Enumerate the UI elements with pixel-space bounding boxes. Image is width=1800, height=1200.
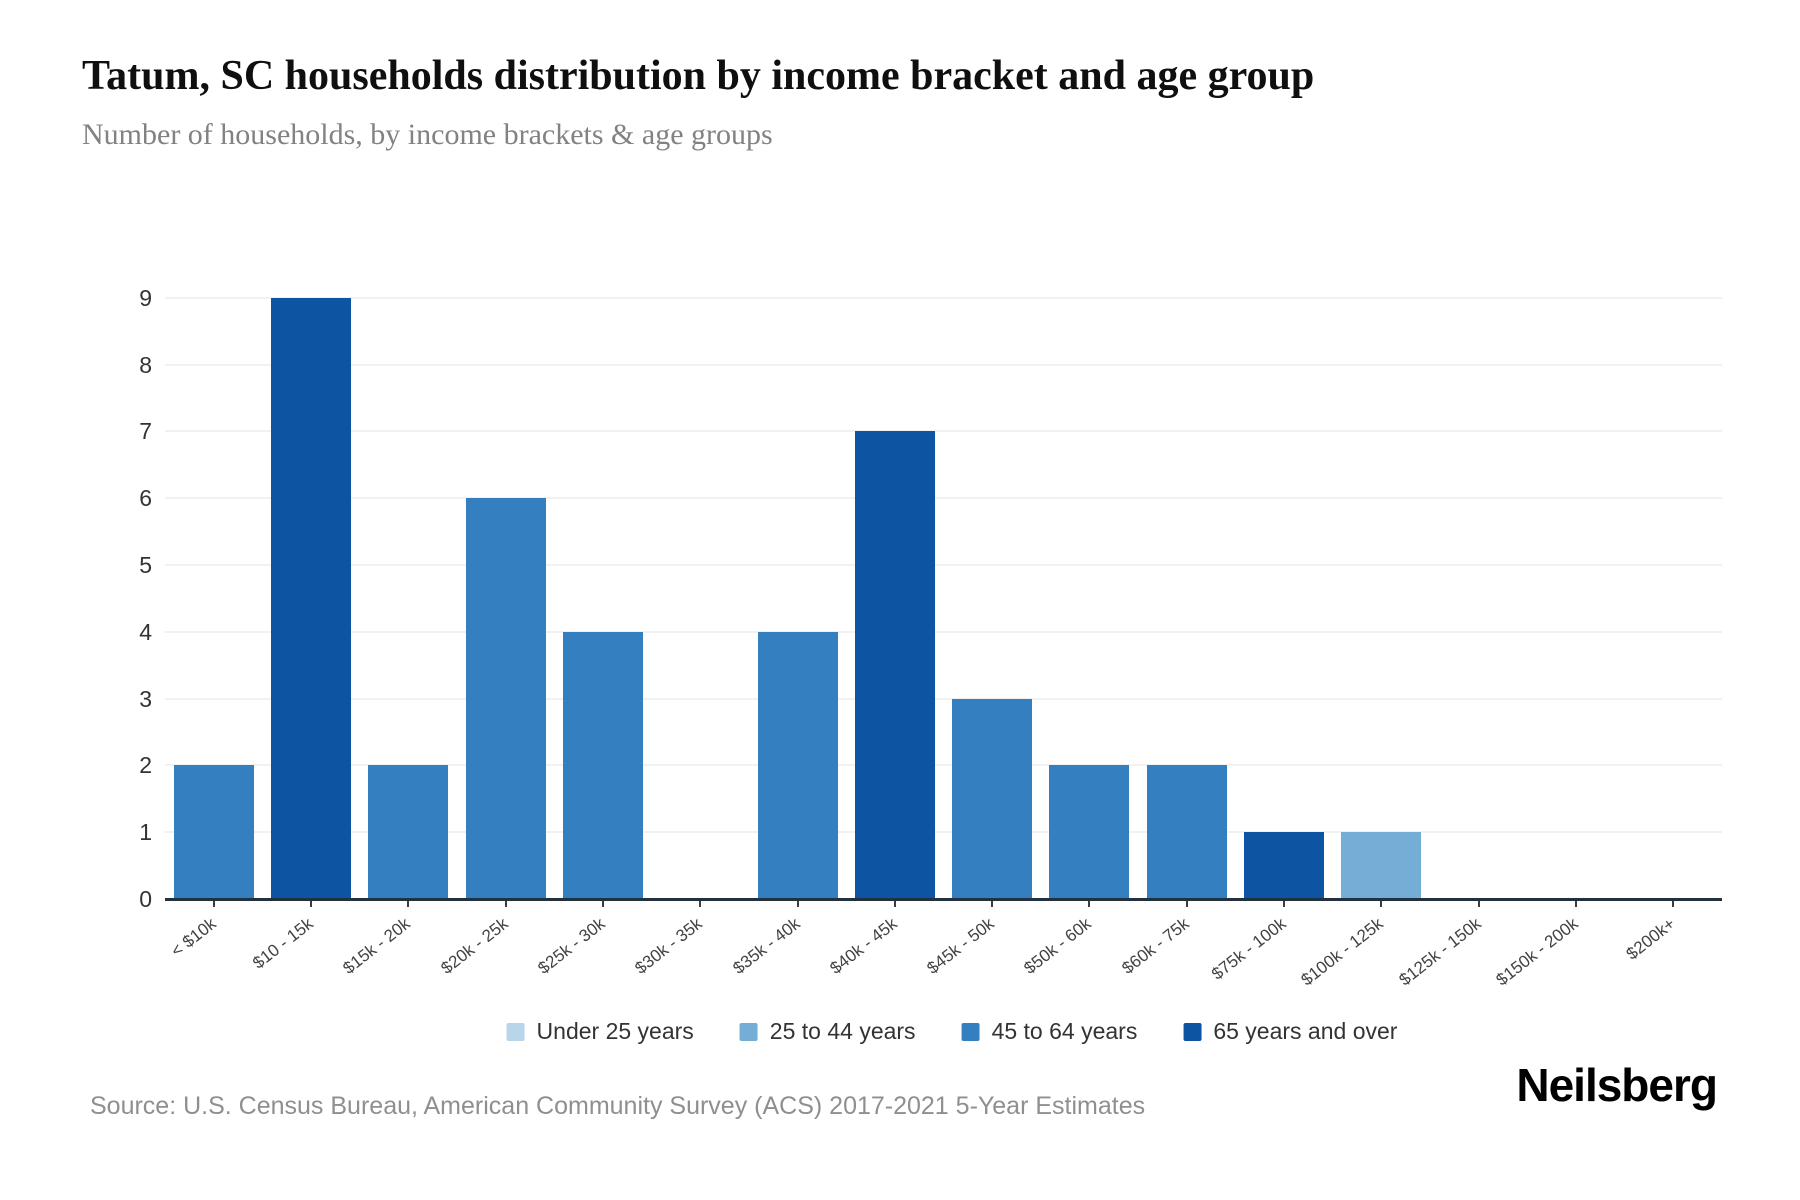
y-gridline <box>165 630 1722 633</box>
legend-label: 65 years and over <box>1213 1018 1398 1044</box>
x-axis-line <box>165 898 1722 901</box>
x-axis-tick <box>1575 901 1578 907</box>
bar-65-years-and-over[interactable] <box>270 297 351 899</box>
chart-subtitle: Number of households, by income brackets… <box>82 118 773 151</box>
y-axis-tick-label: 1 <box>139 819 152 846</box>
legend-label: 25 to 44 years <box>769 1018 916 1044</box>
y-gridline <box>165 697 1722 700</box>
bar-45-to-64-years[interactable] <box>562 631 643 899</box>
y-gridline <box>165 296 1722 299</box>
x-axis-tick-label: $150k - 200k <box>1492 914 1582 990</box>
x-axis-tick <box>1672 901 1675 907</box>
y-axis-tick-label: 3 <box>139 685 152 712</box>
x-axis-tick-label: $20k - 25k <box>437 914 512 978</box>
x-axis-tick <box>1283 901 1286 907</box>
x-axis-tick-label: < $10k <box>167 914 220 961</box>
x-axis-tick <box>1185 901 1188 907</box>
x-axis-tick <box>1477 901 1480 907</box>
bar-45-to-64-years[interactable] <box>1049 765 1130 899</box>
legend-label: 45 to 64 years <box>991 1018 1138 1044</box>
legend-swatch-icon <box>739 1022 758 1041</box>
legend-swatch-icon <box>506 1022 525 1041</box>
x-axis-tick-label: $200k+ <box>1623 914 1680 964</box>
y-axis-tick-label: 7 <box>139 418 152 445</box>
bar-45-to-64-years[interactable] <box>173 765 254 899</box>
source-note: Source: U.S. Census Bureau, American Com… <box>90 1092 1146 1120</box>
legend-swatch-icon <box>1183 1022 1202 1041</box>
legend-item-45-to-64-years[interactable]: 45 to 64 years <box>961 1018 1138 1045</box>
x-axis-tick <box>407 901 410 907</box>
x-axis-tick <box>601 901 604 907</box>
y-axis-tick-label: 2 <box>139 752 152 779</box>
x-axis-tick <box>796 901 799 907</box>
bar-65-years-and-over[interactable] <box>1244 832 1325 899</box>
brand-logo: Neilsberg <box>1516 1059 1718 1111</box>
bar-45-to-64-years[interactable] <box>1146 765 1227 899</box>
bar-65-years-and-over[interactable] <box>854 431 935 899</box>
x-axis-tick <box>1088 901 1091 907</box>
y-gridline <box>165 831 1722 834</box>
legend-item-under-25-years[interactable]: Under 25 years <box>506 1018 694 1045</box>
x-axis-tick <box>893 901 896 907</box>
legend-item-25-to-44-years[interactable]: 25 to 44 years <box>739 1018 916 1045</box>
chart-legend: Under 25 years 25 to 44 years 45 to 64 yea… <box>506 1018 1397 1045</box>
y-axis-tick-label: 5 <box>139 552 152 578</box>
y-axis-tick-label: 0 <box>139 886 152 912</box>
x-axis-tick <box>1380 901 1383 907</box>
legend-item-65-years-and-over[interactable]: 65 years and over <box>1183 1018 1397 1045</box>
y-axis-tick-label: 9 <box>139 284 152 311</box>
x-axis-tick-label: $15k - 20k <box>339 914 414 978</box>
legend-label: Under 25 years <box>536 1018 694 1044</box>
y-axis-tick-label: 8 <box>139 351 152 378</box>
chart-title: Tatum, SC households distribution by inc… <box>82 53 1315 99</box>
bar-45-to-64-years[interactable] <box>368 765 449 899</box>
x-axis-tick <box>699 901 702 907</box>
bar-45-to-64-years[interactable] <box>757 631 838 899</box>
y-gridline <box>165 497 1722 500</box>
x-axis-tick <box>212 901 215 907</box>
legend-swatch-icon <box>961 1022 980 1041</box>
y-axis-tick-label: 4 <box>139 618 152 645</box>
y-gridline <box>165 363 1722 366</box>
y-axis-tick-label: 6 <box>139 485 152 512</box>
x-axis-tick-label: $10 - 15k <box>249 914 317 973</box>
x-axis-tick <box>991 901 994 907</box>
bar-45-to-64-years[interactable] <box>952 698 1033 899</box>
bar-25-to-44-years[interactable] <box>1341 832 1422 899</box>
y-gridline <box>165 564 1722 566</box>
x-axis-tick <box>309 901 312 907</box>
y-gridline <box>165 764 1722 767</box>
y-gridline <box>165 430 1722 433</box>
bar-45-to-64-years[interactable] <box>465 498 546 899</box>
x-axis-tick <box>504 901 507 907</box>
